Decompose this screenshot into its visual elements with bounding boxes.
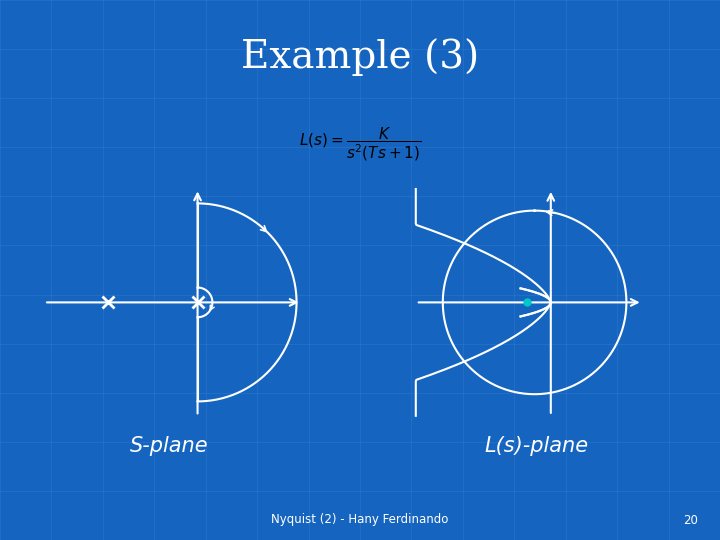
Text: Example (3): Example (3) bbox=[241, 38, 479, 76]
Text: Nyquist (2) - Hany Ferdinando: Nyquist (2) - Hany Ferdinando bbox=[271, 514, 449, 526]
Text: S-plane: S-plane bbox=[130, 435, 209, 456]
Text: $L(s) = \dfrac{K}{s^2(Ts+1)}$: $L(s) = \dfrac{K}{s^2(Ts+1)}$ bbox=[299, 126, 421, 163]
Text: L(s)-plane: L(s)-plane bbox=[485, 435, 588, 456]
Text: 20: 20 bbox=[683, 514, 698, 526]
